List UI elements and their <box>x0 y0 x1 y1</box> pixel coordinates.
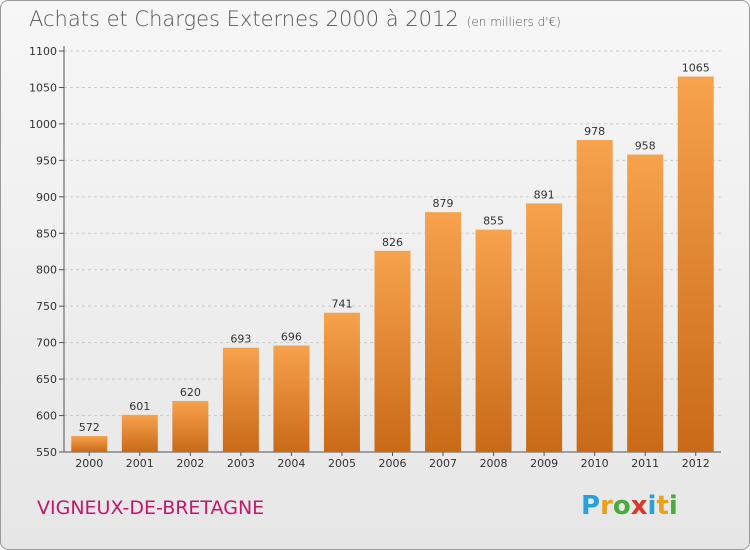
logo-letter: i <box>647 491 657 521</box>
bar <box>526 203 563 452</box>
logo-letter: o <box>612 491 631 521</box>
x-tick-label: 2004 <box>277 457 305 470</box>
bar <box>71 435 108 452</box>
bar <box>475 229 512 452</box>
x-tick-label: 2009 <box>530 457 558 470</box>
bar-value-label: 572 <box>79 421 100 434</box>
bar <box>172 400 209 452</box>
x-tick-label: 2002 <box>176 457 204 470</box>
chart-title-text: Achats et Charges Externes 2000 à 2012 <box>29 7 459 31</box>
bar-value-label: 1065 <box>682 62 710 75</box>
bar-value-label: 826 <box>382 236 403 249</box>
x-tick-label: 2012 <box>682 457 710 470</box>
bar <box>576 139 613 452</box>
y-tick-label: 950 <box>36 154 57 167</box>
bar <box>677 76 714 452</box>
bar <box>323 312 360 452</box>
bar <box>222 347 259 452</box>
logo-letter: x <box>630 491 648 521</box>
y-tick-label: 1050 <box>29 81 57 94</box>
bar <box>627 154 664 452</box>
bar <box>121 414 158 452</box>
bar-value-label: 891 <box>534 188 555 201</box>
logo-letter: i <box>668 491 678 521</box>
x-tick-label: 2007 <box>429 457 457 470</box>
x-tick-label: 2010 <box>581 457 609 470</box>
bar <box>374 250 411 452</box>
y-tick-label: 850 <box>36 227 57 240</box>
bar-value-label: 958 <box>635 140 656 153</box>
y-tick-label: 650 <box>36 373 57 386</box>
bar-value-label: 855 <box>483 215 504 228</box>
x-tick-label: 2006 <box>379 457 407 470</box>
logo-letter: t <box>656 491 669 521</box>
bar-value-label: 741 <box>331 298 352 311</box>
bar-value-label: 696 <box>281 331 302 344</box>
y-tick-label: 900 <box>36 191 57 204</box>
y-tick-label: 1000 <box>29 118 57 131</box>
bar <box>425 212 462 452</box>
x-tick-label: 2008 <box>480 457 508 470</box>
x-tick-label: 2001 <box>126 457 154 470</box>
bar-value-label: 620 <box>180 386 201 399</box>
x-tick-label: 2000 <box>75 457 103 470</box>
logo-letter: P <box>581 491 601 521</box>
bar-value-label: 601 <box>129 400 150 413</box>
chart-subtitle: (en milliers d'€) <box>466 15 561 29</box>
bar-value-label: 693 <box>230 333 251 346</box>
y-tick-label: 700 <box>36 337 57 350</box>
bar-value-label: 978 <box>584 125 605 138</box>
y-tick-label: 1100 <box>29 45 57 58</box>
chart-title: Achats et Charges Externes 2000 à 2012 (e… <box>29 7 561 31</box>
x-tick-label: 2003 <box>227 457 255 470</box>
y-tick-label: 600 <box>36 410 57 423</box>
bar-value-label: 879 <box>433 197 454 210</box>
bar <box>273 345 310 452</box>
x-tick-label: 2005 <box>328 457 356 470</box>
commune-name: VIGNEUX-DE-BRETAGNE <box>37 497 265 519</box>
x-tick-label: 2011 <box>631 457 659 470</box>
logo-letter: r <box>600 491 613 521</box>
y-tick-label: 800 <box>36 264 57 277</box>
y-tick-label: 550 <box>36 446 57 459</box>
y-tick-label: 750 <box>36 300 57 313</box>
proxiti-logo: Proxiti <box>581 491 678 521</box>
